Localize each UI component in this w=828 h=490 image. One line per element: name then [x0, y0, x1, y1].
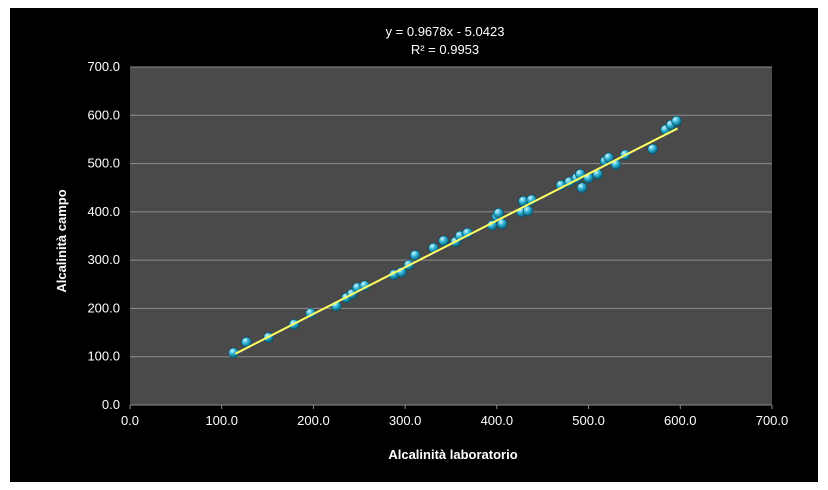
x-tick-label: 600.0 [664, 413, 697, 428]
x-tick-label: 300.0 [389, 413, 422, 428]
data-point [409, 250, 421, 261]
y-tick-label: 0.0 [102, 397, 120, 412]
data-point [671, 115, 682, 127]
x-tick-label: 200.0 [297, 413, 330, 428]
y-tick-label: 500.0 [87, 156, 120, 171]
x-tick-label: 400.0 [481, 413, 514, 428]
y-axis-ticks: 0.0 100.0 200.0 300.0 400.0 500.0 600.0 700.0 [87, 59, 120, 412]
y-tick-label: 600.0 [87, 107, 120, 122]
x-tick-label: 100.0 [205, 413, 238, 428]
data-point [497, 218, 508, 230]
plot-area [130, 67, 772, 405]
trendline-r-squared: R² = 0.9953 [411, 42, 479, 57]
trendline [235, 127, 678, 355]
data-point [522, 205, 534, 217]
y-tick-label: 400.0 [87, 204, 120, 219]
trendline-equation: y = 0.9678x - 5.0423 [386, 24, 505, 39]
chart-frame: 0.0 100.0 200.0 300.0 400.0 500.0 600.0 700.0 0… [10, 8, 818, 482]
data-point [493, 208, 504, 219]
data-point [576, 182, 588, 194]
y-axis-title: Alcalinità campo [54, 189, 69, 292]
x-tick-label: 500.0 [572, 413, 605, 428]
x-tick-label: 700.0 [756, 413, 789, 428]
x-tick-label: 0.0 [121, 413, 139, 428]
x-axis-title: Alcalinità laboratorio [388, 447, 517, 462]
x-axis-ticks: 0.0 100.0 200.0 300.0 400.0 500.0 600.0 700.0 [121, 404, 789, 428]
data-point [438, 235, 449, 247]
data-point [647, 143, 659, 155]
y-tick-label: 100.0 [87, 349, 120, 364]
y-tick-label: 300.0 [87, 252, 120, 267]
y-tick-label: 200.0 [87, 300, 120, 315]
y-tick-label: 700.0 [87, 59, 120, 74]
scatter-chart: 0.0 100.0 200.0 300.0 400.0 500.0 600.0 700.0 0… [10, 8, 818, 482]
